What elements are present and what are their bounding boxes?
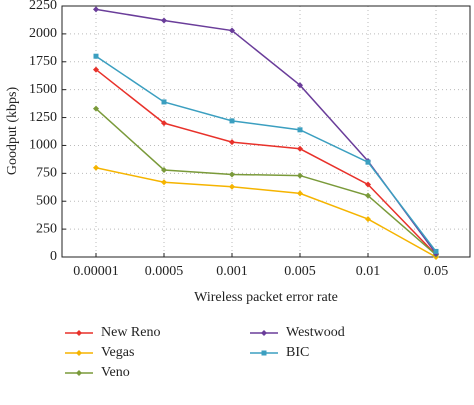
marker	[93, 53, 99, 59]
y-tick-label: 750	[36, 166, 57, 181]
legend-label: BIC	[286, 345, 309, 360]
y-tick-label: 250	[36, 221, 57, 236]
marker	[261, 350, 267, 356]
marker	[229, 171, 235, 178]
x-axis-label: Wireless packet error rate	[194, 290, 338, 305]
marker	[297, 82, 303, 89]
y-tick-label: 1750	[29, 54, 57, 69]
marker	[297, 145, 303, 152]
marker	[161, 120, 167, 127]
marker	[93, 105, 99, 112]
marker	[229, 27, 235, 34]
marker	[161, 166, 167, 173]
marker	[365, 159, 371, 165]
x-tick-label: 0.05	[424, 264, 449, 279]
y-tick-label: 1250	[29, 110, 57, 125]
series-line	[95, 55, 437, 252]
y-tick-label: 0	[50, 249, 57, 264]
marker	[229, 183, 235, 190]
marker	[229, 118, 235, 124]
y-tick-label: 2250	[29, 0, 57, 13]
marker	[93, 164, 99, 171]
series-line	[95, 8, 437, 255]
legend-label: New Reno	[101, 325, 161, 340]
legend-label: Westwood	[286, 325, 345, 340]
y-tick-label: 1500	[29, 82, 57, 97]
marker	[297, 172, 303, 179]
marker	[297, 190, 303, 197]
y-axis-label: Goodput (kbps)	[5, 87, 20, 176]
marker	[161, 179, 167, 186]
marker	[433, 248, 439, 254]
series-line	[95, 167, 437, 258]
legend-label: Vegas	[101, 345, 134, 360]
legend-label: Veno	[101, 365, 130, 380]
marker	[93, 66, 99, 73]
series-line	[95, 68, 437, 256]
x-tick-label: 0.00001	[73, 264, 119, 279]
plot-frame	[61, 5, 471, 258]
marker	[365, 216, 371, 223]
marker	[297, 127, 303, 133]
y-tick-label: 500	[36, 193, 57, 208]
marker	[76, 350, 82, 356]
marker	[365, 192, 371, 199]
x-tick-label: 0.01	[356, 264, 381, 279]
marker	[261, 330, 267, 336]
y-tick-label: 2000	[29, 26, 57, 41]
marker	[93, 6, 99, 13]
x-tick-label: 0.005	[284, 264, 316, 279]
series-line	[95, 108, 437, 256]
y-tick-label: 1000	[29, 138, 57, 153]
marker	[161, 17, 167, 24]
marker	[76, 330, 82, 336]
marker	[161, 99, 167, 105]
marker	[76, 370, 82, 376]
x-tick-label: 0.0005	[145, 264, 184, 279]
marker	[365, 181, 371, 188]
marker	[229, 139, 235, 146]
x-tick-label: 0.001	[216, 264, 248, 279]
